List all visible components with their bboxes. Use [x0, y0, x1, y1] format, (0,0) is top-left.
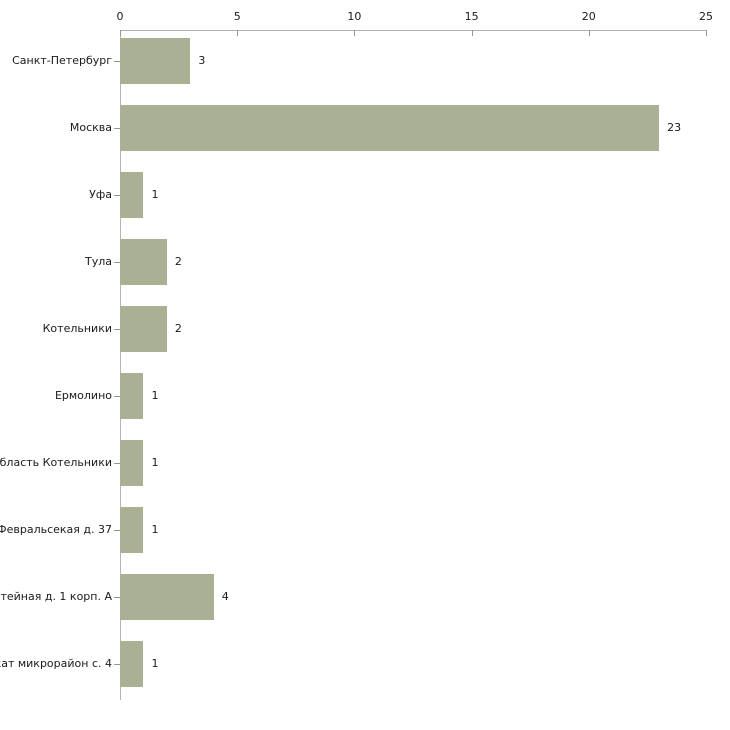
- bar-value-label: 1: [151, 523, 159, 536]
- x-tick-label-0: 0: [116, 10, 124, 23]
- bar-value-label: 3: [198, 54, 206, 67]
- x-tick-15: [471, 30, 473, 36]
- bar[interactable]: [120, 641, 144, 687]
- category-label-text: Литейная д. 1 корп. А: [0, 590, 112, 603]
- category-label-text: Санкт-Петербург: [12, 54, 112, 67]
- x-tick-0: [120, 30, 121, 36]
- y-tick: [114, 396, 120, 397]
- y-tick: [114, 329, 120, 330]
- y-tick: [114, 61, 120, 62]
- x-tick-label-15: 15: [464, 10, 479, 23]
- x-tick-label-5: 5: [233, 10, 241, 23]
- bar-value-label: 1: [151, 389, 159, 402]
- category-label-text: Ермолино: [54, 389, 112, 402]
- bar-value-label: 1: [151, 456, 159, 469]
- bar-value-label: 4: [221, 590, 229, 603]
- category-label: Ермолино: [0, 388, 114, 404]
- y-tick: [114, 128, 120, 129]
- bar[interactable]: [120, 239, 167, 285]
- x-tick-label-10: 10: [347, 10, 362, 23]
- bar[interactable]: [120, 105, 660, 151]
- y-tick: [114, 262, 120, 263]
- bar[interactable]: [120, 38, 191, 84]
- category-label-text: икат микрорайон с. 4: [0, 657, 112, 670]
- bar-value-label: 1: [151, 657, 159, 670]
- bar[interactable]: [120, 373, 144, 419]
- y-tick: [114, 195, 120, 196]
- bar[interactable]: [120, 507, 144, 553]
- category-label-text: Москва: [69, 121, 112, 134]
- category-label: Литейная д. 1 корп. А: [0, 589, 114, 605]
- category-label: Москва: [0, 120, 114, 136]
- bar[interactable]: [120, 574, 214, 620]
- category-label-text: а Февральсекая д. 37: [0, 523, 112, 536]
- bar[interactable]: [120, 306, 167, 352]
- bar-value-label: 2: [174, 255, 182, 268]
- y-tick: [114, 664, 120, 665]
- bar-value-label: 2: [174, 322, 182, 335]
- category-label: икат микрорайон с. 4: [0, 656, 114, 672]
- bar[interactable]: [120, 172, 144, 218]
- y-tick: [114, 597, 120, 598]
- x-tick-5: [237, 30, 239, 36]
- x-tick-label-20: 20: [581, 10, 596, 23]
- x-tick-label-25: 25: [699, 10, 713, 23]
- bar[interactable]: [120, 440, 144, 486]
- category-label: Санкт-Петербург: [0, 53, 114, 69]
- category-label-text: Котельники: [42, 322, 112, 335]
- x-tick-10: [354, 30, 356, 36]
- y-tick: [114, 530, 120, 531]
- bar-value-label: 1: [151, 188, 159, 201]
- y-tick: [114, 463, 120, 464]
- y-axis-line: [120, 30, 121, 700]
- category-label: а Февральсекая д. 37: [0, 522, 114, 538]
- x-tick-20: [588, 30, 590, 36]
- category-label: Котельники: [0, 321, 114, 337]
- category-label-text: Тула: [84, 255, 112, 268]
- bar-value-label: 23: [667, 121, 682, 134]
- x-tick-25: [706, 30, 707, 36]
- x-axis-line: [120, 30, 706, 31]
- category-label-text: Уфа: [89, 188, 112, 201]
- category-label: Тула: [0, 254, 114, 270]
- category-label: Уфа: [0, 187, 114, 203]
